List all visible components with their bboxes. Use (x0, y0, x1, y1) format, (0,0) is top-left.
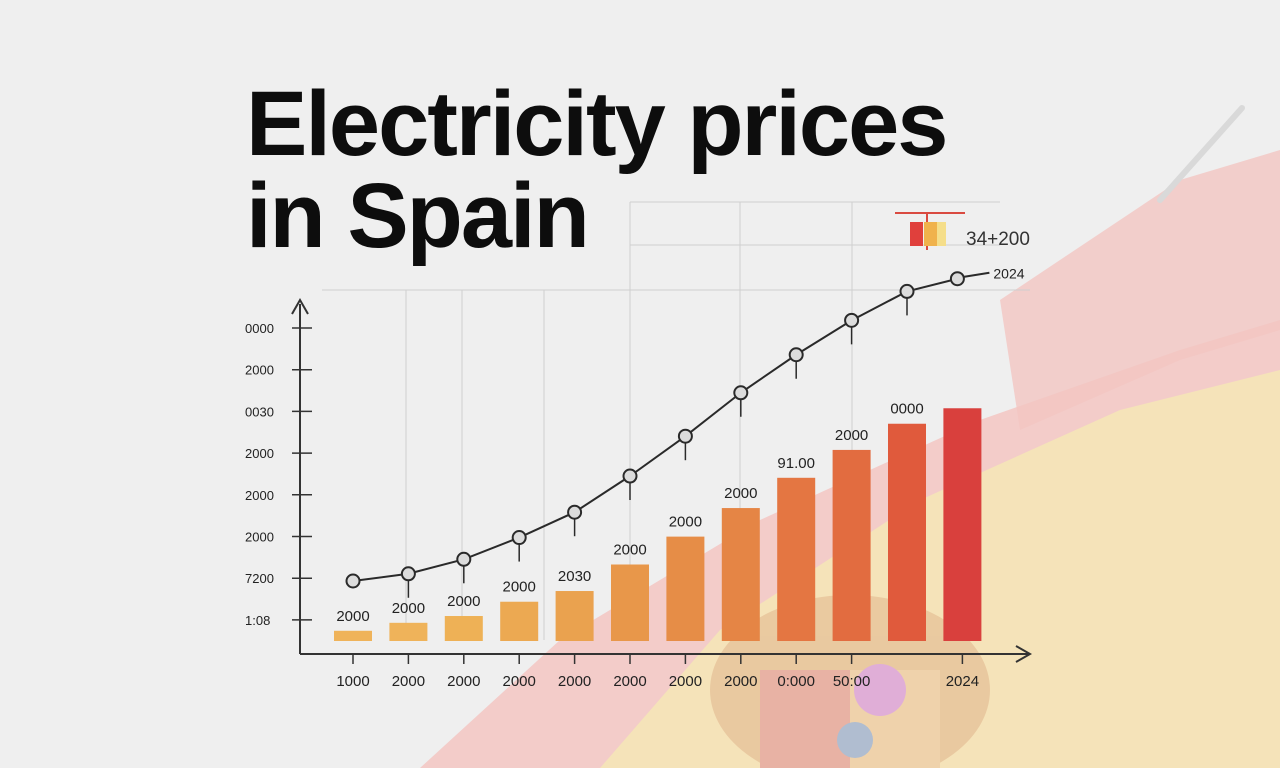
trend-line-point (567, 504, 583, 520)
y-tick-label: 2000 (245, 446, 274, 461)
bar-value-label: 91.00 (777, 455, 815, 472)
y-axis-arrow-icon (291, 297, 309, 315)
x-tick-label: 0:000 (777, 673, 815, 690)
legend-swatch-yellow (937, 222, 946, 246)
x-tick-label: 2000 (503, 673, 536, 690)
trend-line-point (949, 271, 965, 287)
legend-swatch-orange (924, 222, 937, 246)
legend: 34+200 (895, 212, 1030, 250)
trend-line-point (899, 283, 915, 299)
trend-line-point (788, 347, 804, 363)
bar-value-label: 2000 (503, 579, 536, 596)
bar-value-label: 0000 (890, 401, 923, 418)
y-tick-label: 0030 (245, 404, 274, 419)
chart-title-line-1: Electricity prices (246, 73, 948, 175)
x-tick-label: 2000 (724, 673, 757, 690)
trend-line (345, 271, 990, 598)
trend-line-point (400, 566, 416, 582)
bar (334, 630, 372, 641)
bar-value-label: 2000 (336, 608, 369, 625)
bar (500, 601, 539, 641)
trend-line-point (456, 551, 472, 567)
trend-line-path (352, 277, 958, 582)
y-tick-label: 2000 (245, 530, 274, 545)
flagpole (1157, 105, 1245, 203)
bar (389, 622, 428, 641)
bar (444, 616, 483, 641)
y-tick-label: 2000 (245, 363, 274, 378)
x-tick-label: 2000 (613, 673, 646, 690)
x-tick-label: 2000 (447, 673, 480, 690)
bar-value-label: 2000 (724, 485, 757, 502)
trend-line-point (511, 530, 527, 546)
trend-line-point (844, 312, 860, 328)
y-tick-label: 2000 (245, 488, 274, 503)
bar-value-label: 2000 (392, 600, 425, 617)
y-tick-label: 0000 (245, 321, 274, 336)
bar-value-label: 2000 (669, 514, 702, 531)
bar-value-label: 2030 (558, 568, 591, 585)
legend-label: 34+200 (966, 229, 1030, 250)
x-tick-label: 2000 (392, 673, 425, 690)
trend-line-point (677, 428, 693, 444)
bar-value-label: 2000 (835, 427, 868, 444)
bar-value-label: 2000 (447, 593, 480, 610)
bar (555, 591, 594, 641)
y-tick-label: 1:08 (245, 613, 270, 628)
trend-line-point (733, 385, 749, 401)
bars (334, 408, 982, 641)
bar (777, 477, 816, 641)
bar (943, 408, 982, 641)
chart-title-line-2: in Spain (246, 165, 590, 267)
x-tick-label: 2000 (669, 673, 702, 690)
bar (832, 449, 871, 641)
x-tick-label: 2000 (558, 673, 591, 690)
bar (666, 536, 705, 641)
bar-value-label: 2000 (613, 542, 646, 559)
x-tick-label: 1000 (336, 673, 369, 690)
x-axis-arrow-icon (1015, 645, 1033, 663)
trend-line-tail (964, 271, 990, 278)
labels: 0000 2000 0030 2000 2000 2000 7200 1:08 2000 2000… (245, 266, 1025, 690)
x-tick-label: 2024 (946, 673, 979, 690)
y-tick-label: 7200 (245, 571, 274, 586)
flag-red-top-stripe (1000, 150, 1280, 430)
bar (721, 508, 760, 641)
trend-line-end-label: 2024 (993, 266, 1024, 282)
bar (888, 423, 926, 641)
trend-line-point (345, 573, 361, 589)
chart-title: Electricity prices in Spain (246, 73, 948, 267)
x-tick-label: 50:00 (833, 673, 871, 690)
trend-line-point (622, 468, 638, 484)
axes (291, 297, 1033, 664)
legend-swatch-red (910, 222, 923, 246)
bar (611, 564, 649, 641)
